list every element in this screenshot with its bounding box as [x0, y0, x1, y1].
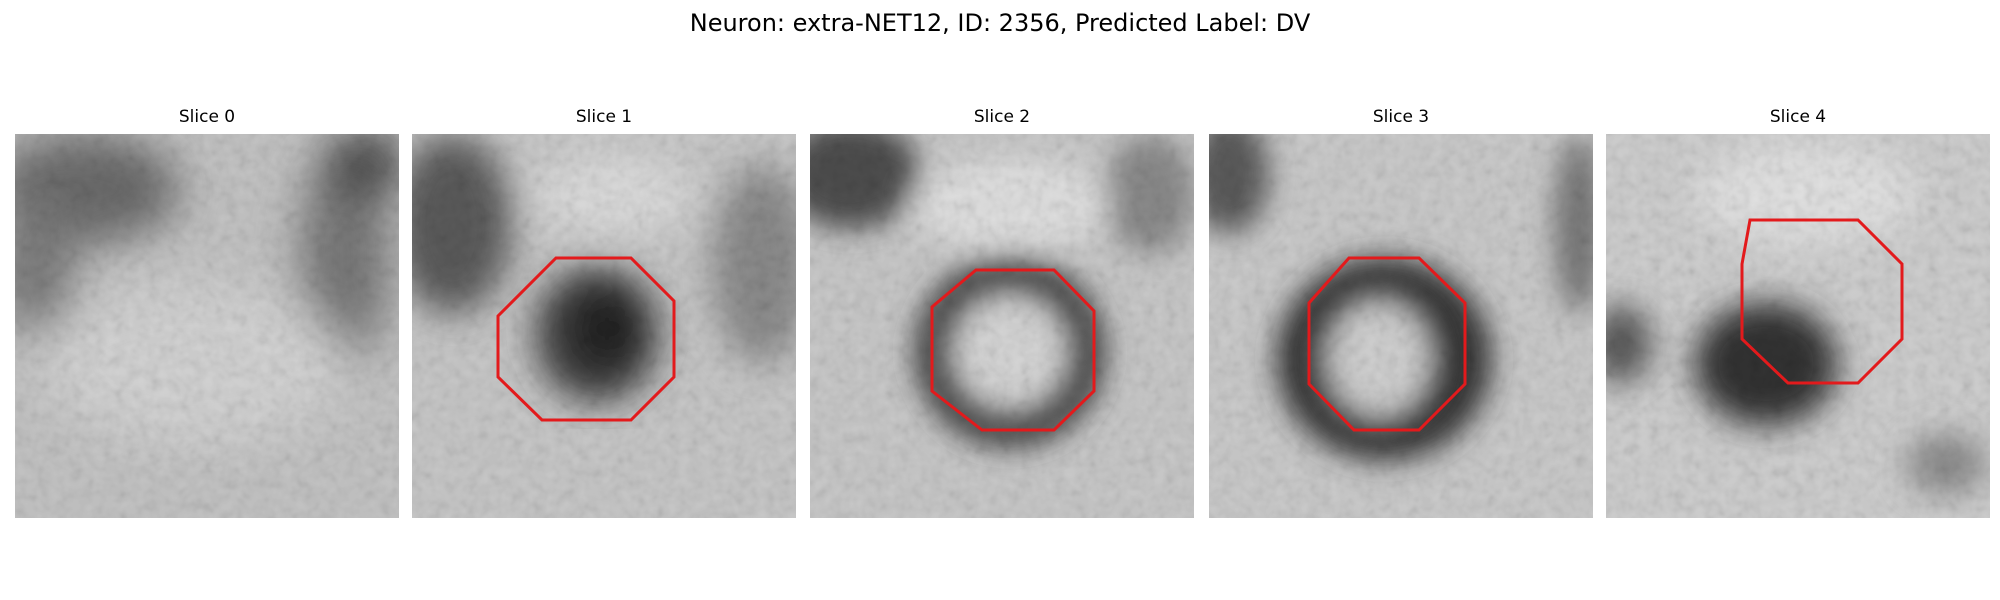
slice-image	[810, 134, 1194, 518]
slice-image	[15, 134, 399, 518]
roi-outline	[1307, 256, 1467, 432]
slice-title: Slice 2	[973, 107, 1031, 127]
roi-outline	[496, 256, 676, 422]
slice-title: Slice 3	[1372, 107, 1430, 127]
slice-image	[412, 134, 796, 518]
figure-title: Neuron: extra-NET12, ID: 2356, Predicted…	[689, 9, 1311, 37]
slice-title: Slice 0	[178, 107, 236, 127]
roi-outline	[1740, 218, 1904, 385]
roi-outline	[930, 268, 1096, 432]
slice-title: Slice 1	[575, 107, 633, 127]
slice-image	[1209, 134, 1593, 518]
slice-image	[1606, 134, 1990, 518]
slice-title: Slice 4	[1769, 107, 1827, 127]
